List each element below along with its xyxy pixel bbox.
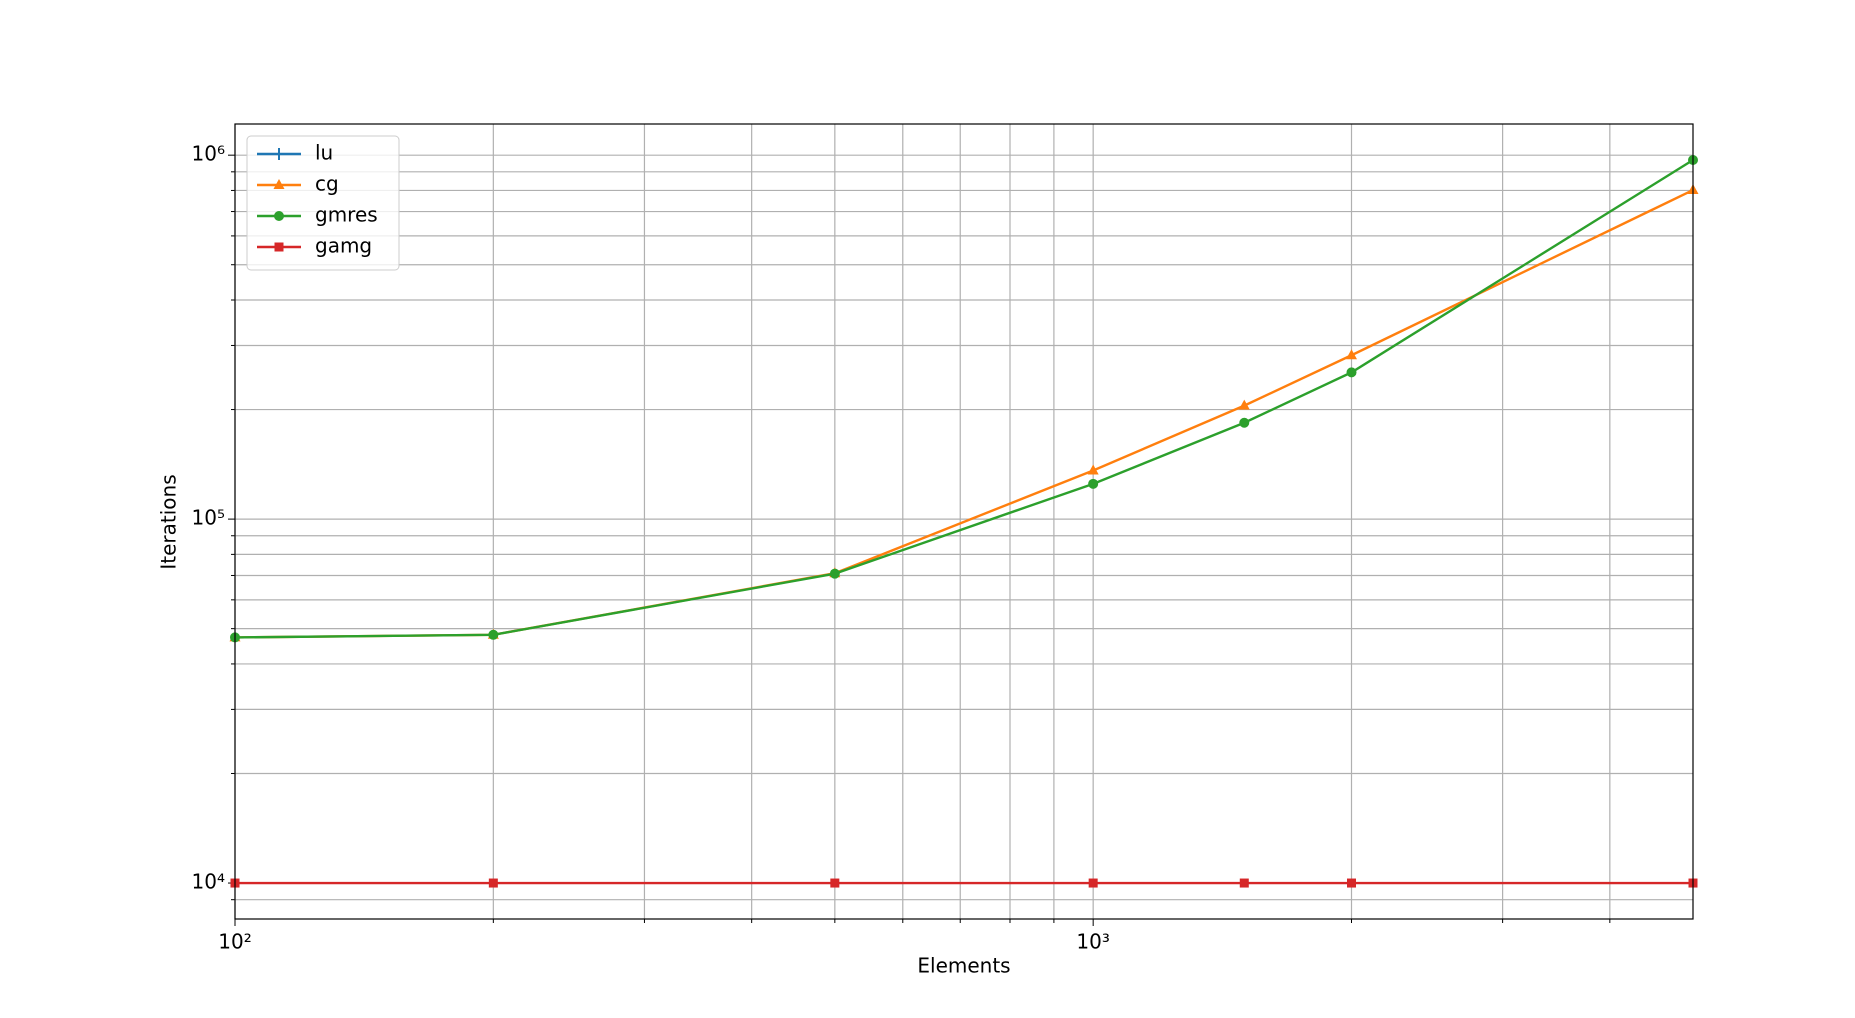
legend-label: lu [315, 141, 333, 165]
series [230, 154, 1698, 643]
marker [1088, 878, 1098, 888]
x-axis-label: Elements [917, 954, 1010, 978]
marker [1238, 399, 1250, 410]
marker [1346, 349, 1358, 360]
marker [274, 242, 284, 252]
x-tick-label: 10³ [1076, 930, 1109, 954]
marker [273, 179, 285, 189]
marker [1347, 878, 1357, 888]
line [234, 158, 1694, 639]
legend-label: gmres [315, 203, 378, 227]
legend: lu cg gmres gamg [246, 135, 400, 271]
marker [1239, 878, 1249, 888]
x-tick-label: 10² [218, 930, 251, 954]
marker [830, 878, 840, 888]
y-axis-label: Iterations [157, 474, 181, 569]
series [229, 184, 1699, 642]
marker [1239, 417, 1250, 428]
y-tick-label: 10⁵ [192, 506, 225, 530]
marker [488, 629, 499, 640]
y-tick-label: 10⁶ [192, 142, 225, 166]
marker [274, 211, 284, 221]
plot-frame [234, 123, 1694, 920]
series [230, 878, 1698, 888]
legend-label: gamg [315, 234, 372, 258]
line [234, 188, 1694, 639]
marker [829, 568, 840, 579]
marker [1346, 367, 1357, 378]
marker [488, 878, 498, 888]
marker [1088, 478, 1099, 489]
y-tick-label: 10⁴ [192, 870, 225, 894]
marker [273, 148, 285, 160]
legend-label: cg [315, 172, 339, 196]
legend-box [246, 135, 400, 271]
marker [1087, 464, 1099, 475]
